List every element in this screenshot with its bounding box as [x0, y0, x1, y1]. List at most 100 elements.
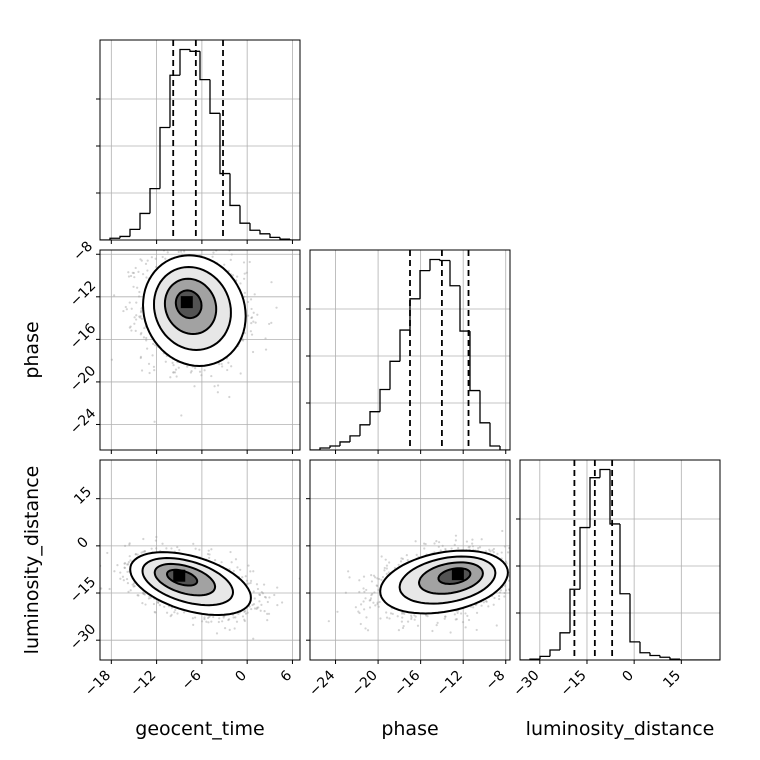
sample-point: [253, 597, 256, 600]
sample-point: [397, 629, 401, 632]
scatter-panel-geocent_time-luminosity_distance: [99, 459, 301, 661]
sample-point: [142, 336, 146, 339]
sample-point: [131, 271, 134, 274]
sample-point: [467, 618, 471, 622]
sample-point: [480, 604, 483, 607]
sample-point: [245, 271, 248, 274]
sample-point: [253, 293, 256, 296]
hist-bar: [339, 441, 350, 446]
hist-panel-luminosity_distance: [516, 459, 721, 661]
panel-frame: [309, 459, 511, 661]
contour-line: [437, 567, 472, 586]
sample-point: [406, 558, 409, 562]
sample-point: [220, 561, 223, 564]
hist-bar: [199, 51, 210, 81]
sample-point: [229, 258, 232, 261]
sample-point: [218, 363, 221, 366]
x-tick-label: −24: [306, 667, 338, 699]
sample-point: [492, 603, 495, 606]
sample-point: [467, 546, 470, 549]
hist-bar: [649, 652, 660, 657]
hist-bar: [539, 655, 550, 660]
sample-point: [270, 281, 273, 284]
sample-point: [453, 613, 456, 616]
sample-point: [203, 618, 206, 621]
hist-bar: [559, 632, 570, 651]
y-tick-label: 15: [71, 484, 95, 508]
sample-point: [264, 348, 268, 351]
sample-point: [270, 321, 273, 324]
sample-point: [236, 275, 239, 278]
sample-point: [439, 549, 442, 552]
sample-point: [126, 582, 130, 585]
sample-point: [190, 369, 193, 373]
sample-point: [441, 544, 444, 547]
sample-point: [500, 551, 503, 554]
sample-point: [436, 621, 439, 624]
x-tick-label: −8: [483, 668, 509, 694]
hist-bar: [279, 237, 290, 240]
panel-frame: [309, 249, 511, 451]
sample-point: [385, 567, 388, 570]
y-tick-label: −24: [67, 405, 99, 437]
sample-point: [406, 620, 410, 623]
hist-bar: [119, 235, 130, 239]
sample-point: [177, 250, 180, 254]
sample-point: [154, 344, 157, 347]
sample-point: [146, 347, 149, 350]
sample-point: [206, 552, 210, 556]
sample-point: [363, 608, 366, 611]
contour-line: [165, 568, 199, 587]
sample-point: [383, 566, 386, 570]
sample-point: [166, 251, 169, 254]
sample-point: [203, 369, 206, 372]
sample-point: [216, 246, 218, 248]
sample-point: [435, 624, 438, 627]
sample-point: [264, 337, 267, 340]
hist-bar: [479, 390, 490, 424]
sample-point: [354, 606, 357, 609]
sample-point: [139, 316, 142, 319]
sample-point: [492, 547, 496, 551]
sample-point: [511, 582, 513, 584]
sample-point: [164, 360, 167, 363]
sample-point: [256, 606, 259, 609]
sample-point: [148, 371, 151, 375]
sample-point: [248, 605, 251, 608]
sample-point: [136, 594, 139, 597]
hist-plot-area: [520, 460, 720, 660]
hist-bar: [349, 435, 360, 442]
sample-point: [217, 245, 219, 247]
hist-bar: [269, 233, 280, 238]
x-tick-label: 15: [660, 668, 684, 692]
hist-bar: [449, 260, 460, 287]
sample-point: [134, 553, 138, 556]
sample-point: [444, 615, 447, 618]
sample-point: [223, 626, 227, 630]
sample-point: [540, 561, 542, 563]
sample-point: [268, 322, 271, 326]
sample-point: [123, 562, 126, 565]
sample-point: [133, 322, 136, 325]
sample-point: [252, 637, 255, 640]
sample-point: [365, 616, 368, 619]
sample-point: [377, 588, 380, 592]
sample-point: [137, 594, 140, 597]
sample-point: [194, 367, 197, 370]
sample-point: [482, 601, 485, 604]
sample-point: [461, 620, 465, 624]
sample-point: [263, 610, 266, 613]
sample-point: [243, 619, 246, 623]
sample-point: [372, 574, 376, 577]
sample-point: [433, 542, 436, 545]
sample-point: [154, 257, 157, 260]
sample-point: [366, 629, 370, 632]
sample-point: [198, 241, 200, 243]
sample-point: [124, 562, 127, 565]
sample-point: [216, 384, 220, 387]
hist-bar: [289, 239, 300, 240]
sample-point: [200, 620, 204, 623]
sample-point: [241, 615, 245, 618]
sample-point: [226, 368, 229, 372]
sample-point: [206, 616, 210, 620]
